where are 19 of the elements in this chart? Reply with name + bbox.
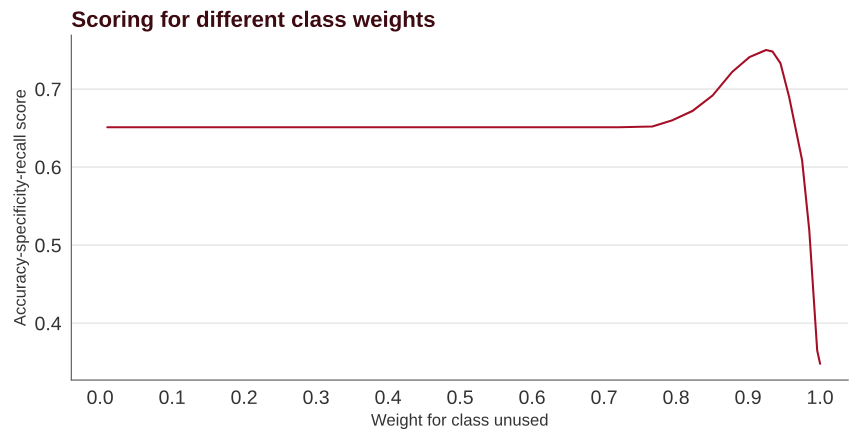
y-tick-label: 0.5 <box>35 238 61 252</box>
x-tick-label: 0.5 <box>447 390 473 404</box>
y-tick-label: 0.4 <box>35 316 62 330</box>
x-tick-label: 0.4 <box>375 390 402 404</box>
y-axis-title: Accuracy-specificity-recall score <box>13 90 30 326</box>
x-tick-label: 0.6 <box>519 390 545 404</box>
y-tick-label: 0.7 <box>35 82 61 96</box>
chart-title: Scoring for different class weights <box>72 10 435 32</box>
line-series <box>106 48 822 365</box>
x-tick-label: 0.3 <box>303 390 329 404</box>
x-tick-label: 0.1 <box>159 390 185 404</box>
x-tick-label: 0.0 <box>87 390 113 404</box>
x-tick-label: 0.9 <box>735 390 761 404</box>
x-tick-label: 1.0 <box>808 390 833 404</box>
x-tick-label: 0.7 <box>591 390 617 404</box>
x-axis-title: Weight for class unused <box>371 414 548 429</box>
x-tick-label: 0.8 <box>663 390 689 404</box>
x-tick-label: 0.2 <box>231 390 257 404</box>
y-tick-label: 0.6 <box>35 160 61 174</box>
